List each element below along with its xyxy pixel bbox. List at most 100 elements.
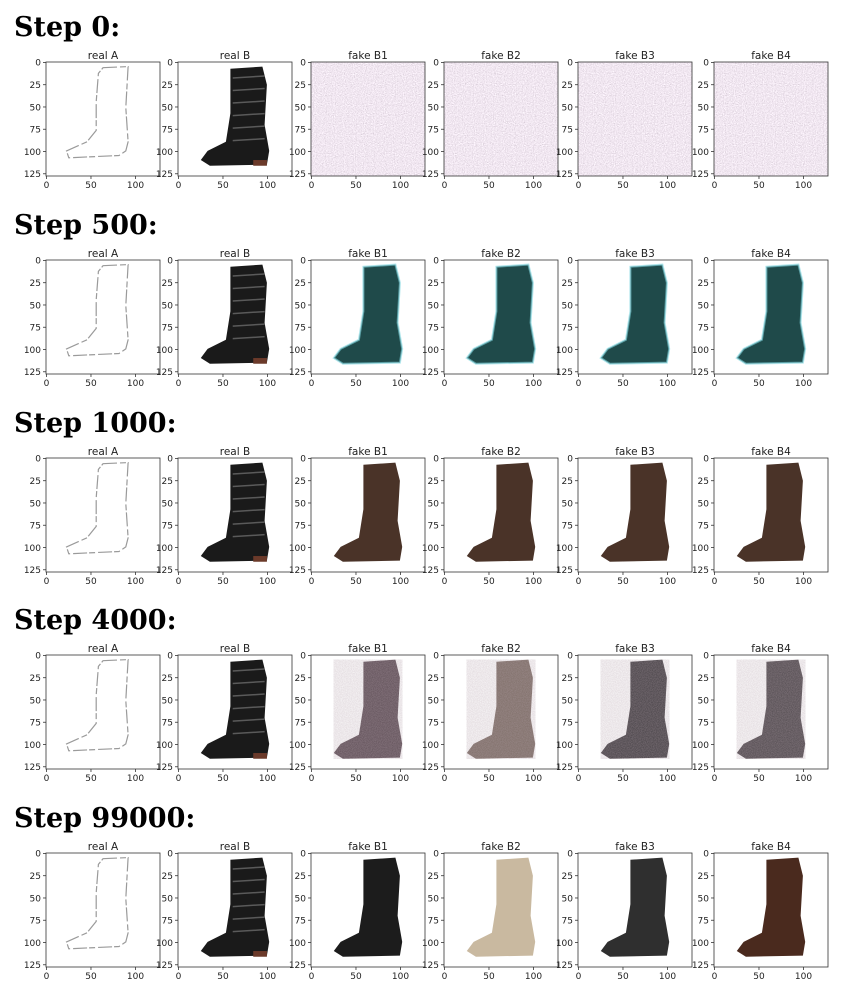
x-tick-label: 100 [127, 774, 144, 784]
generated-boot [600, 264, 670, 364]
boot-sketch [65, 461, 129, 555]
y-tick-label: 50 [30, 301, 42, 311]
y-tick-label: 125 [289, 368, 306, 378]
y-tick-label: 75 [562, 522, 573, 532]
y-tick-label: 100 [156, 741, 173, 751]
y-tick-label: 25 [562, 477, 573, 487]
y-tick-label: 75 [30, 522, 41, 532]
y-tick-label: 125 [24, 961, 41, 971]
x-tick-label: 0 [44, 972, 50, 982]
y-tick-label: 75 [428, 719, 439, 729]
axes-frame [45, 654, 161, 770]
y-tick-label: 50 [162, 696, 174, 706]
y-tick-label: 0 [703, 455, 709, 465]
panel-image [46, 260, 160, 374]
y-tick-label: 25 [562, 674, 573, 684]
y-tick-label: 25 [698, 477, 709, 487]
panel-image [46, 853, 160, 967]
panel-title: real A [88, 50, 119, 62]
step-title: Step 500: [14, 210, 158, 241]
axes-frame [310, 852, 426, 968]
y-tick-label: 100 [24, 939, 41, 949]
boot-strap [232, 693, 265, 697]
y-tick-label: 50 [562, 499, 574, 509]
y-tick-label: 125 [422, 763, 439, 773]
x-tick-label: 100 [525, 972, 542, 982]
panel-title: fake B1 [348, 50, 388, 62]
panel-image [178, 853, 292, 967]
panel-title: fake B4 [751, 50, 791, 62]
x-tick-label: 0 [712, 577, 718, 587]
x-tick-label: 0 [712, 181, 718, 191]
y-tick-label: 100 [24, 346, 41, 356]
x-tick-label: 50 [217, 774, 229, 784]
y-tick-label: 75 [428, 126, 439, 136]
y-tick-label: 75 [162, 324, 173, 334]
y-tick-label: 50 [295, 499, 307, 509]
boot-strap [232, 137, 265, 142]
panel-image [178, 260, 292, 374]
x-tick-label: 100 [525, 577, 542, 587]
x-tick-label: 50 [350, 972, 362, 982]
glow-edge [735, 263, 807, 365]
y-tick-label: 50 [295, 103, 307, 113]
y-tick-label: 125 [692, 763, 709, 773]
axes-frame [45, 61, 161, 177]
panel-title: real A [88, 841, 119, 853]
x-tick-label: 100 [259, 379, 276, 389]
y-tick-label: 100 [24, 148, 41, 158]
axes-frame [713, 852, 829, 968]
generated-boot [466, 264, 536, 364]
panel-title: fake B2 [481, 446, 521, 458]
y-tick-label: 125 [556, 566, 573, 576]
texture-overlay [736, 659, 806, 759]
x-tick-label: 0 [442, 577, 448, 587]
axes-frame [713, 457, 829, 573]
x-tick-label: 50 [483, 379, 495, 389]
generated-boot [333, 462, 403, 562]
y-tick-label: 125 [156, 566, 173, 576]
axes-frame [713, 61, 829, 177]
x-tick-label: 50 [85, 577, 97, 587]
y-tick-label: 50 [698, 499, 710, 509]
y-tick-label: 25 [428, 872, 439, 882]
panel-image [46, 655, 160, 769]
noise-image [578, 62, 692, 176]
y-tick-label: 125 [692, 566, 709, 576]
y-tick-label: 0 [567, 850, 573, 860]
y-tick-label: 50 [562, 103, 574, 113]
y-tick-label: 100 [289, 346, 306, 356]
y-tick-label: 75 [30, 917, 41, 927]
x-tick-label: 0 [712, 379, 718, 389]
y-tick-label: 75 [162, 126, 173, 136]
boot-strap [232, 916, 265, 920]
y-tick-label: 100 [289, 148, 306, 158]
y-tick-label: 125 [692, 961, 709, 971]
y-tick-label: 75 [295, 324, 306, 334]
axes-frame [45, 259, 161, 375]
x-tick-label: 50 [350, 379, 362, 389]
axes-frame [713, 654, 829, 770]
boot-sketch [65, 856, 129, 950]
y-tick-label: 0 [433, 455, 439, 465]
boot-sketch [65, 65, 129, 159]
y-tick-label: 125 [556, 763, 573, 773]
y-tick-label: 50 [428, 301, 440, 311]
y-tick-label: 25 [698, 81, 709, 91]
x-tick-label: 0 [309, 972, 315, 982]
panel-title: fake B4 [751, 248, 791, 260]
axes-frame [310, 259, 426, 375]
y-tick-label: 25 [698, 279, 709, 289]
x-tick-label: 0 [576, 181, 582, 191]
boot-strap [232, 496, 265, 500]
panel-image [311, 853, 425, 967]
panel-title: fake B1 [348, 446, 388, 458]
